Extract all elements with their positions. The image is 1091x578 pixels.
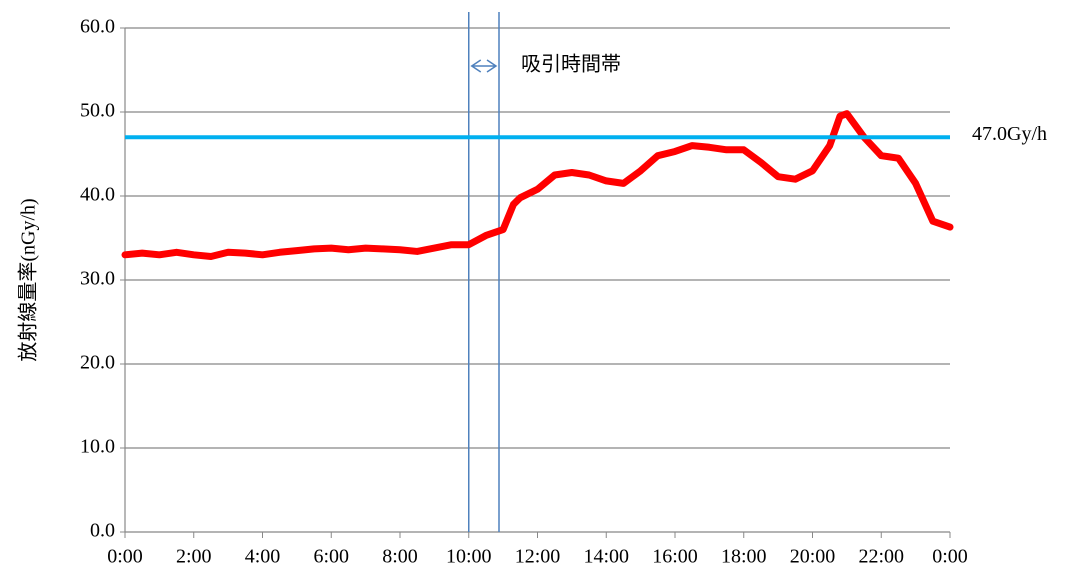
x-tick-label: 18:00 <box>721 546 767 568</box>
y-tick-label: 0.0 <box>90 520 115 542</box>
y-axis-label: 放射線量率(nGy/h) <box>17 198 40 361</box>
y-tick-label: 10.0 <box>80 436 115 458</box>
y-tick-label: 20.0 <box>80 352 115 374</box>
x-tick-label: 10:00 <box>446 546 492 568</box>
y-tick-label: 40.0 <box>80 184 115 206</box>
window-arrow <box>470 59 498 73</box>
x-tick-label: 22:00 <box>858 546 904 568</box>
x-tick-label: 12:00 <box>515 546 561 568</box>
x-tick-label: 6:00 <box>313 546 349 568</box>
x-tick-label: 8:00 <box>382 546 418 568</box>
threshold-label: 47.0Gy/h <box>972 123 1047 145</box>
x-tick-label: 0:00 <box>932 546 968 568</box>
x-tick-label: 4:00 <box>245 546 281 568</box>
y-tick-label: 50.0 <box>80 100 115 122</box>
data-line <box>121 110 954 260</box>
y-tick-label: 30.0 <box>80 268 115 290</box>
window-label: 吸引時間帯 <box>521 53 621 76</box>
y-tick-label: 60.0 <box>80 16 115 38</box>
x-tick-label: 0:00 <box>107 546 143 568</box>
x-tick-label: 2:00 <box>176 546 212 568</box>
x-tick-label: 16:00 <box>652 546 698 568</box>
x-tick-label: 20:00 <box>790 546 836 568</box>
x-tick-label: 14:00 <box>583 546 629 568</box>
